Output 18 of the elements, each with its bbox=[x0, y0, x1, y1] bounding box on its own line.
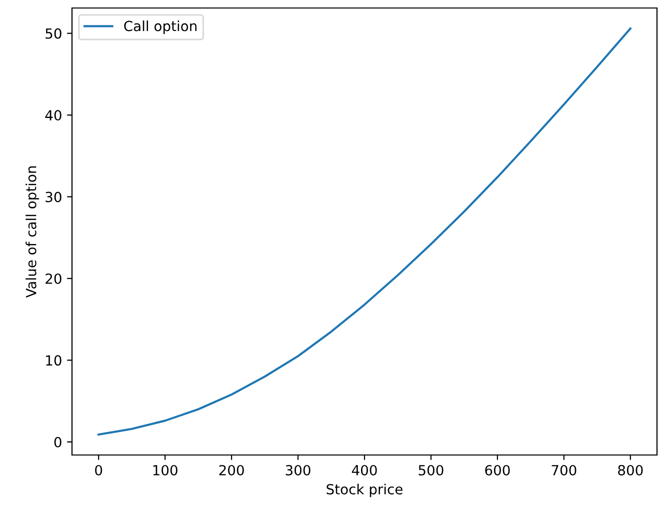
x-tick-label: 100 bbox=[153, 464, 178, 476]
x-tick-label: 300 bbox=[286, 464, 310, 476]
x-tick-label: 700 bbox=[552, 464, 576, 476]
x-tick-label: 200 bbox=[219, 464, 244, 476]
x-axis-title: Stock price bbox=[326, 484, 402, 498]
y-tick-label: 10 bbox=[46, 355, 62, 366]
y-tick-label: 40 bbox=[45, 110, 62, 121]
y-tick-label: 0 bbox=[54, 436, 62, 448]
x-tick-label: 800 bbox=[618, 464, 643, 476]
x-tick-label: 500 bbox=[418, 464, 444, 476]
x-tick-label: 0 bbox=[95, 464, 102, 476]
x-tick-label: 400 bbox=[352, 464, 377, 476]
x-tick-label: 600 bbox=[485, 464, 510, 476]
legend-label: Call option bbox=[124, 20, 196, 34]
y-axis-title: Value of call option bbox=[26, 166, 40, 298]
y-tick-label: 30 bbox=[46, 192, 62, 202]
y-tick-label: 50 bbox=[46, 28, 62, 39]
y-tick-label: 20 bbox=[46, 273, 62, 284]
